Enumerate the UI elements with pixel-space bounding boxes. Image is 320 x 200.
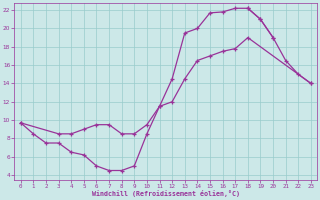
X-axis label: Windchill (Refroidissement éolien,°C): Windchill (Refroidissement éolien,°C) xyxy=(92,190,240,197)
